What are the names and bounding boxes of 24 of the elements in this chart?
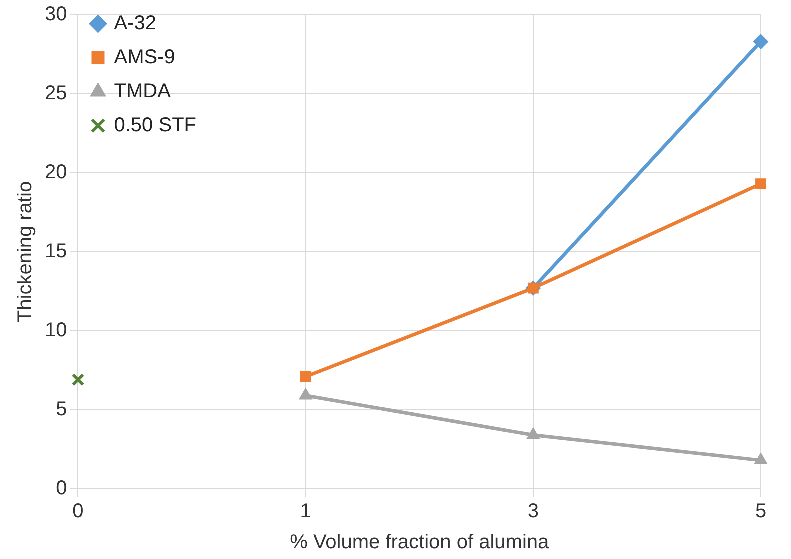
y-tick-label: 30	[44, 4, 68, 26]
legend-label: A-32	[114, 12, 156, 35]
y-tick-label: 25	[44, 82, 68, 105]
x-tick-label: 3	[528, 500, 539, 523]
y-tick-label: 15	[44, 240, 68, 263]
point	[299, 388, 312, 400]
point	[754, 453, 768, 465]
y-tick-label: 5	[56, 398, 68, 421]
y-tick-label: 20	[44, 162, 68, 184]
legend-label: AMS-9	[114, 46, 176, 69]
y-tick-label: 0	[56, 478, 68, 500]
legend-label: TMDA	[114, 80, 172, 103]
y-axis-title: Thickening ratio	[14, 181, 37, 323]
point	[300, 371, 312, 382]
x-axis-title: % Volume fraction of alumina	[290, 532, 550, 554]
point	[754, 34, 768, 50]
legend-label: 0.50 STF	[114, 114, 197, 137]
x-tick-label: 5	[755, 500, 767, 523]
point	[756, 178, 766, 190]
point	[526, 428, 540, 440]
x-tick-label: 1	[300, 500, 312, 523]
point	[72, 374, 85, 386]
y-tick-label: 10	[44, 320, 68, 342]
x-tick-label: 0	[72, 500, 84, 523]
